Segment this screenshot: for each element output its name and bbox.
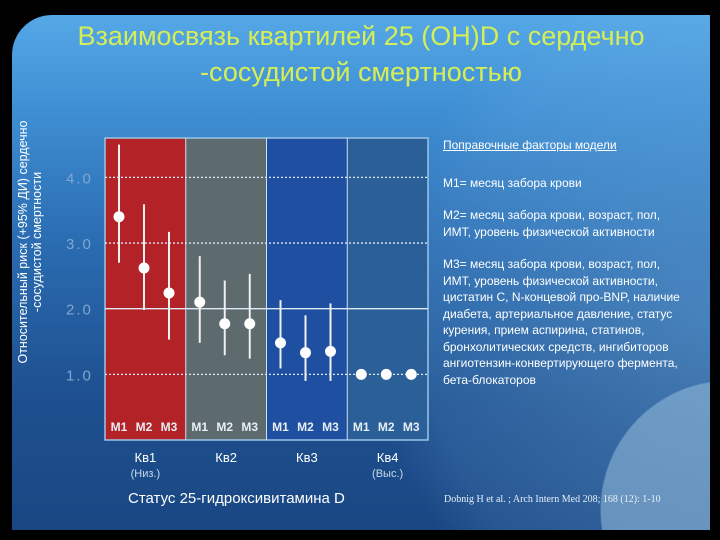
quartile-panel [185,138,267,440]
model-label: M2 [136,420,153,434]
model-label: M2 [297,420,314,434]
data-point [355,368,367,380]
legend-item-m2: М2= месяц забора крови, возраст, пол, ИМ… [443,208,661,239]
data-point [405,368,417,380]
quartile-panel [105,138,186,440]
y-tick-label: 3.0 [66,236,93,253]
quartile-sublabel: (Выс.) [372,468,403,480]
model-label: M2 [216,420,233,434]
data-point [113,211,125,223]
model-label: M3 [161,420,178,434]
quartile-sublabel: (Низ.) [131,468,161,480]
data-point [244,318,256,330]
legend-heading: Поправочные факторы модели [443,138,617,152]
legend-item-m3: М3= месяц забора крови, возраст, пол, ИМ… [443,257,680,387]
quartile-label: Кв2 [215,450,237,465]
data-point [275,337,286,349]
model-label: M3 [241,420,258,434]
slide-title: Взаимосвязь квартилей 25 (OH)D с сердечн… [77,21,645,87]
quartile-label: Кв4 [377,450,399,465]
model-label: M3 [403,420,420,434]
model-label: M3 [322,420,339,434]
data-point [194,296,206,308]
quartile-label: Кв3 [296,450,318,465]
data-point [219,318,231,330]
model-label: M1 [111,420,128,434]
quartile-panel [266,138,348,440]
data-point [325,345,336,357]
model-legend: Поправочные факторы модели М1= месяц заб… [443,137,691,388]
citation: Dobnig H et al. ; Arch Intern Med 208; 1… [444,494,661,505]
data-point [300,347,311,359]
data-point [138,262,150,274]
data-point [163,287,175,299]
quartile-panel [347,138,428,440]
y-tick-label: 2.0 [66,302,93,319]
data-point [380,368,392,380]
x-axis-label: Статус 25-гидроксивитамина D [128,490,345,507]
legend-item-m1: М1= месяц забора крови [443,175,582,190]
model-label: M2 [378,420,395,434]
y-tick-label: 4.0 [66,170,93,187]
y-tick-label: 1.0 [66,367,93,384]
model-label: M1 [353,420,370,434]
model-label: M1 [191,420,208,434]
model-label: M1 [272,420,289,434]
quartile-label: Кв1 [135,450,157,465]
